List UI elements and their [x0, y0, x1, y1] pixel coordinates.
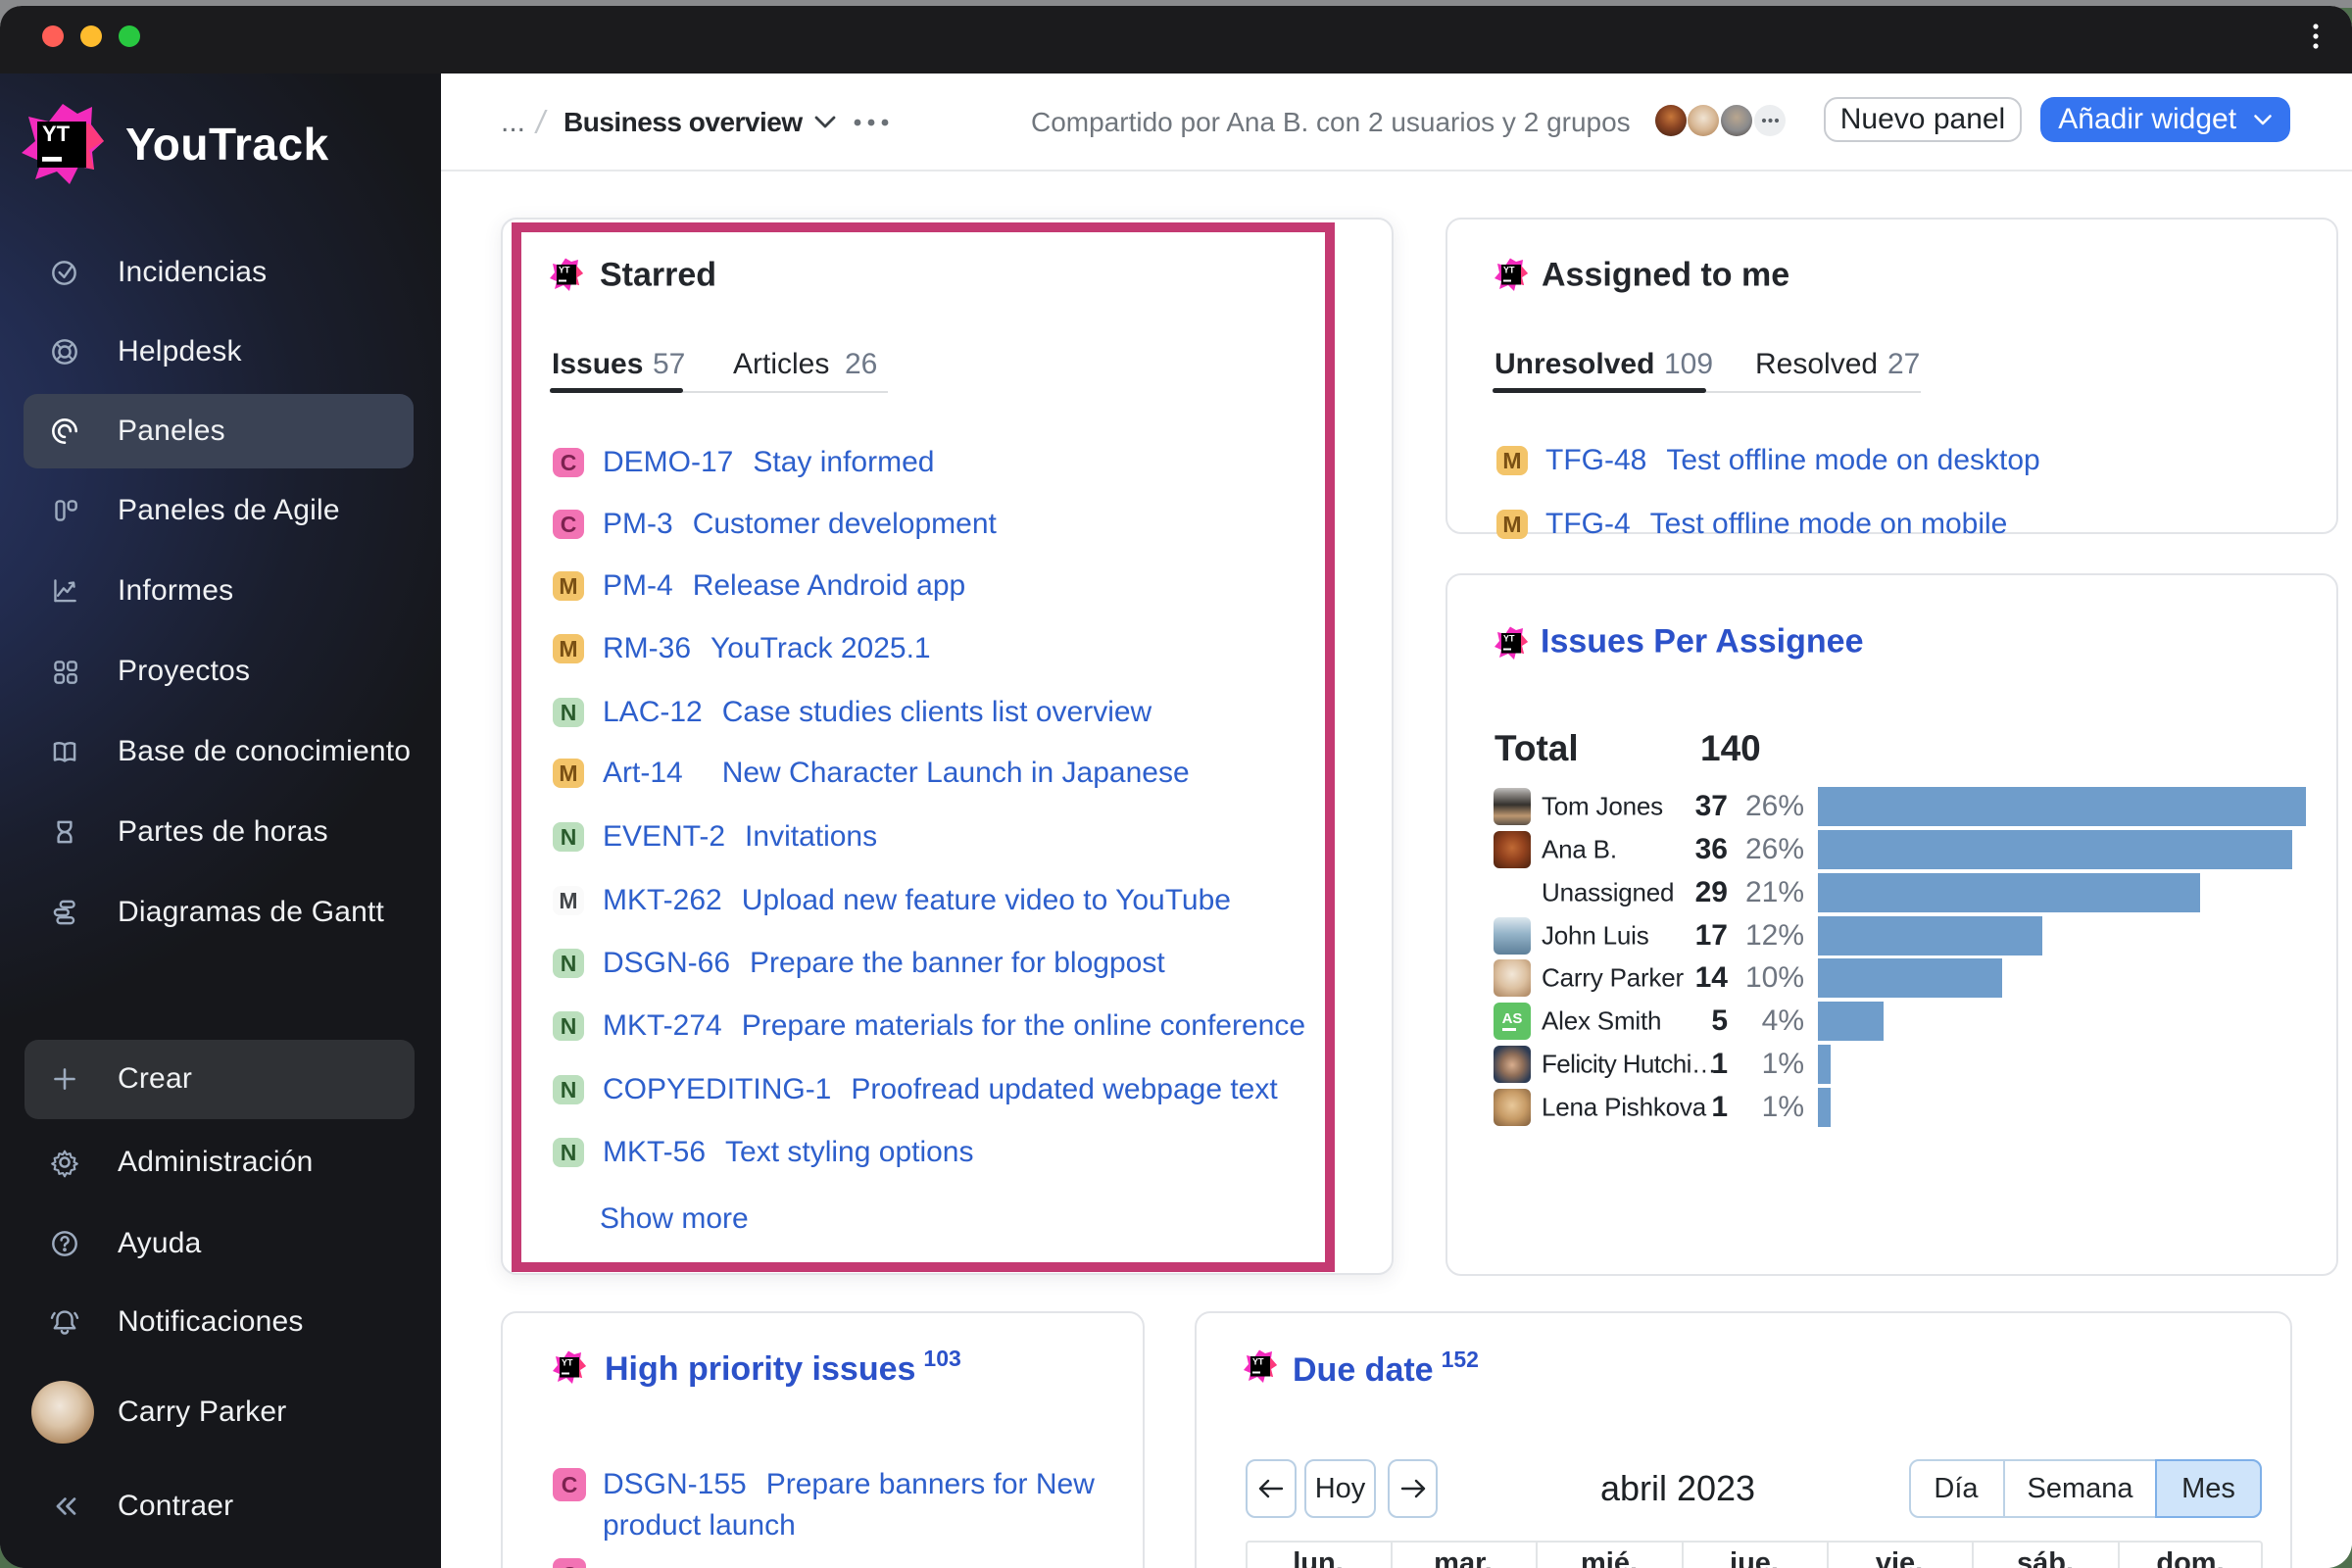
svg-text:YT: YT [562, 1358, 573, 1368]
svg-text:YT: YT [1252, 1357, 1264, 1367]
svg-text:YT: YT [1503, 266, 1515, 275]
svg-text:YT: YT [1503, 634, 1515, 644]
svg-text:YT: YT [42, 122, 71, 146]
svg-text:YT: YT [559, 266, 570, 275]
